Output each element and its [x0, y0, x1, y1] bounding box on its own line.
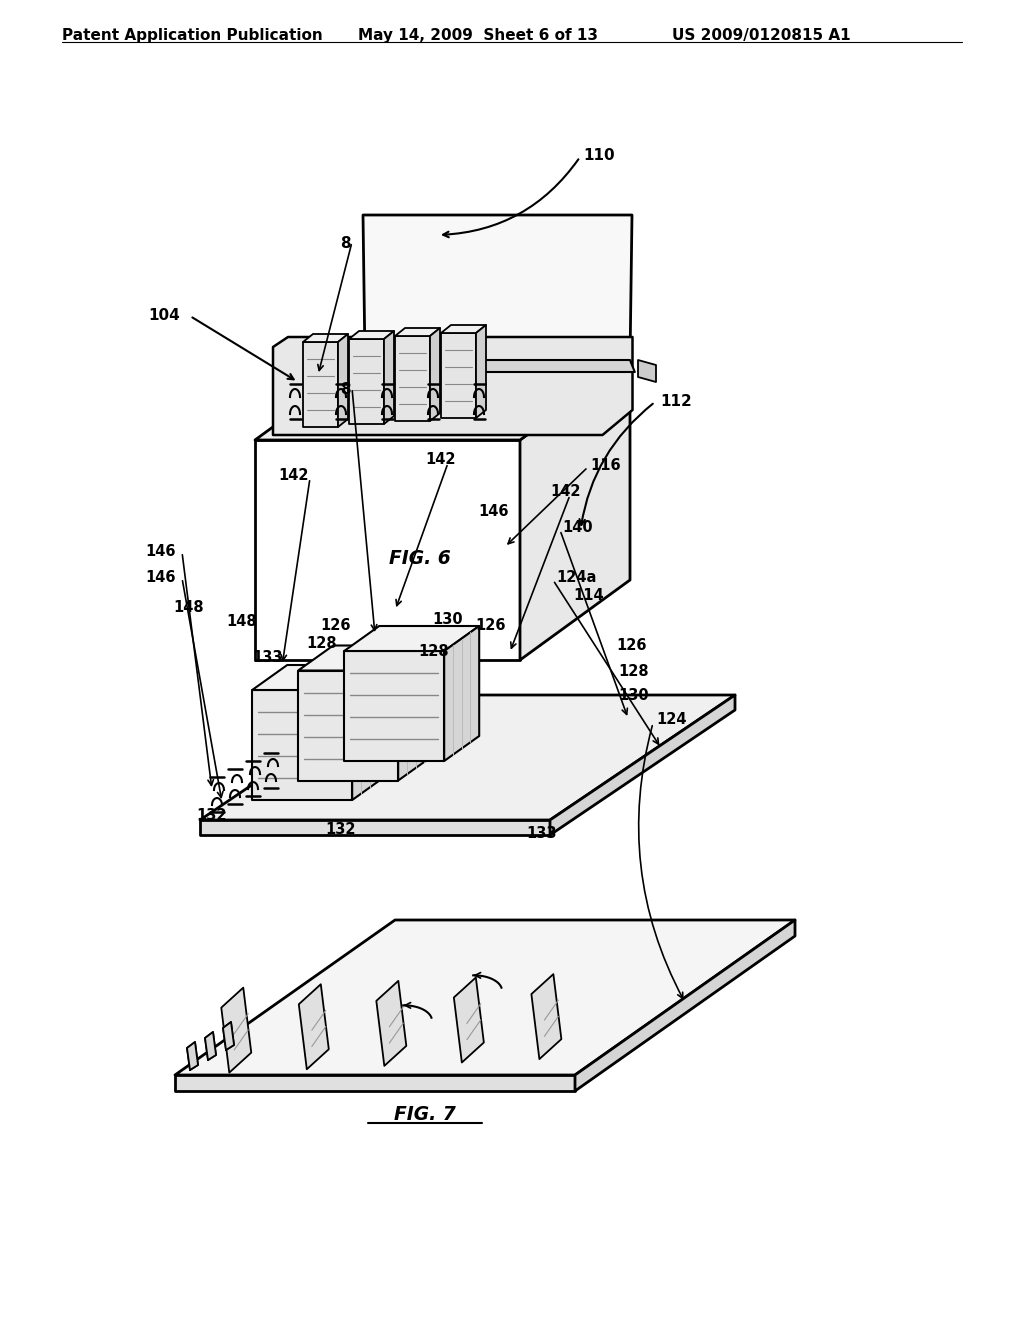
Polygon shape: [298, 645, 433, 671]
Polygon shape: [349, 339, 384, 424]
Polygon shape: [550, 696, 735, 836]
Polygon shape: [520, 360, 630, 660]
Polygon shape: [395, 337, 430, 421]
Polygon shape: [299, 985, 329, 1069]
Polygon shape: [175, 920, 795, 1074]
Polygon shape: [252, 665, 387, 690]
Text: 110: 110: [583, 148, 614, 162]
Polygon shape: [200, 820, 550, 836]
Text: US 2009/0120815 A1: US 2009/0120815 A1: [672, 28, 851, 44]
Polygon shape: [377, 981, 407, 1065]
Polygon shape: [221, 987, 251, 1073]
Text: 128: 128: [618, 664, 648, 680]
Polygon shape: [395, 327, 440, 337]
Polygon shape: [298, 671, 398, 780]
Polygon shape: [303, 334, 348, 342]
Polygon shape: [454, 978, 484, 1063]
Text: FIG. 6: FIG. 6: [389, 549, 451, 568]
Text: 124: 124: [656, 713, 686, 727]
Text: 146: 146: [478, 504, 509, 520]
Polygon shape: [349, 331, 394, 339]
Polygon shape: [441, 325, 486, 333]
Text: 112: 112: [660, 395, 692, 409]
Text: 8: 8: [340, 381, 350, 396]
Polygon shape: [344, 626, 479, 651]
Text: Patent Application Publication: Patent Application Publication: [62, 28, 323, 44]
Polygon shape: [338, 334, 348, 426]
Text: 133: 133: [252, 649, 283, 664]
Text: 114: 114: [573, 589, 603, 603]
Polygon shape: [205, 1032, 216, 1060]
Text: 133: 133: [526, 825, 556, 841]
Text: May 14, 2009  Sheet 6 of 13: May 14, 2009 Sheet 6 of 13: [358, 28, 598, 44]
Text: 130: 130: [618, 688, 648, 702]
Text: 132: 132: [325, 822, 355, 837]
Polygon shape: [638, 360, 656, 381]
Text: 126: 126: [319, 619, 350, 634]
Polygon shape: [398, 645, 433, 780]
Polygon shape: [365, 360, 635, 372]
Text: 148: 148: [173, 601, 204, 615]
Text: 124a: 124a: [556, 570, 596, 586]
Text: 128: 128: [418, 644, 449, 660]
Polygon shape: [187, 1041, 198, 1071]
Polygon shape: [362, 215, 632, 360]
Text: 126: 126: [475, 618, 506, 632]
Text: FIG. 7: FIG. 7: [394, 1106, 456, 1125]
Polygon shape: [476, 325, 486, 418]
Polygon shape: [444, 626, 479, 762]
Polygon shape: [223, 1022, 234, 1049]
Polygon shape: [441, 333, 476, 418]
Text: 104: 104: [148, 309, 180, 323]
Text: 142: 142: [278, 467, 308, 483]
Text: 140: 140: [562, 520, 593, 535]
Polygon shape: [352, 665, 387, 800]
Polygon shape: [255, 360, 630, 440]
Polygon shape: [255, 440, 520, 660]
Text: 146: 146: [145, 570, 175, 586]
Polygon shape: [175, 1074, 575, 1092]
Text: 116: 116: [590, 458, 621, 473]
Polygon shape: [575, 920, 795, 1092]
Polygon shape: [252, 690, 352, 800]
Polygon shape: [430, 327, 440, 421]
Text: 142: 142: [550, 484, 581, 499]
Polygon shape: [303, 342, 338, 426]
Text: 146: 146: [145, 544, 175, 560]
Polygon shape: [273, 337, 633, 436]
Text: 8: 8: [340, 236, 350, 252]
Text: 132: 132: [196, 808, 226, 822]
Text: 142: 142: [425, 453, 456, 467]
Text: 130: 130: [432, 612, 463, 627]
Polygon shape: [531, 974, 561, 1059]
Text: 148: 148: [226, 615, 257, 630]
Text: 128: 128: [306, 635, 337, 651]
Polygon shape: [384, 331, 394, 424]
Text: 126: 126: [616, 638, 646, 652]
Polygon shape: [200, 696, 735, 820]
Polygon shape: [344, 651, 444, 762]
